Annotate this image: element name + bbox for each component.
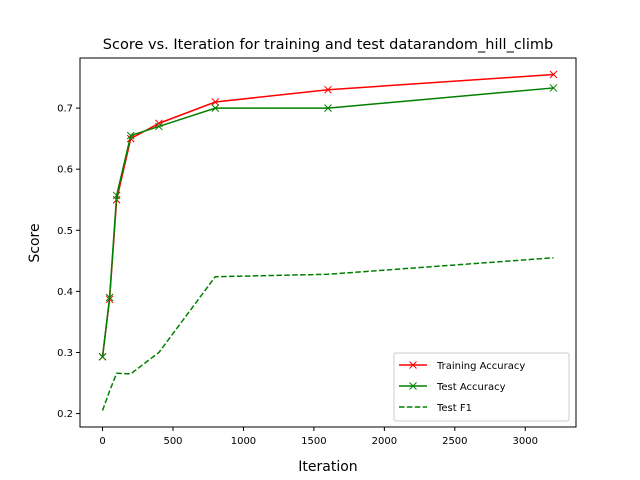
x-axis: 0 500 1000 1500 2000 2500 3000 — [99, 427, 538, 447]
plot-frame — [79, 57, 577, 428]
legend-marker — [409, 361, 417, 369]
series-line-test-f1 — [101, 257, 554, 411]
data-point-test-accuracy — [105, 293, 114, 302]
data-point-test-accuracy — [324, 104, 332, 112]
series-line-training-accuracy — [101, 73, 554, 357]
x-tick-label: 2000 — [372, 436, 397, 447]
x-tick-label: 3000 — [513, 436, 538, 447]
data-point-test-accuracy — [112, 191, 121, 200]
y-tick-label: 0.3 — [57, 348, 73, 359]
legend-label-test-f1: Test F1 — [436, 403, 472, 414]
data-point-training-accuracy — [324, 85, 332, 94]
legend-label-test-accuracy: Test Accuracy — [436, 382, 506, 393]
point-marker — [155, 122, 163, 131]
point-marker — [155, 119, 163, 128]
point-marker — [105, 293, 114, 302]
point-marker — [549, 70, 558, 79]
x-axis-title: Iteration — [298, 459, 357, 475]
point-marker — [211, 104, 220, 112]
point-marker — [126, 131, 135, 140]
y-tick-label: 0.7 — [57, 104, 73, 115]
y-tick-label: 0.5 — [57, 226, 73, 237]
data-point-test-accuracy — [549, 84, 558, 92]
legend-label-training-accuracy: Training Accuracy — [436, 361, 525, 372]
data-point-test-accuracy — [98, 352, 107, 361]
x-tick-label: 1500 — [301, 436, 326, 447]
y-tick-label: 0.2 — [57, 409, 73, 420]
series-line-test-accuracy — [101, 87, 554, 357]
y-tick-label: 0.4 — [57, 287, 73, 298]
y-axis: 0.2 0.3 0.4 0.5 0.6 0.7 — [57, 104, 80, 420]
y-axis-title: Score — [27, 223, 43, 262]
x-tick-label: 1000 — [231, 436, 256, 447]
y-tick-label: 0.6 — [57, 165, 73, 176]
point-marker — [211, 98, 220, 106]
data-point-test-accuracy — [126, 131, 135, 140]
x-tick-label: 0 — [99, 436, 105, 447]
data-point-training-accuracy — [211, 98, 220, 106]
plot-area — [98, 70, 558, 411]
x-tick-label: 500 — [163, 436, 182, 447]
point-marker — [98, 352, 107, 361]
legend-box — [393, 352, 570, 422]
legend: Training Accuracy Test Accuracy Test F1 — [393, 352, 570, 422]
data-point-test-accuracy — [155, 122, 163, 131]
data-point-training-accuracy — [549, 70, 558, 79]
point-marker — [549, 84, 558, 92]
data-point-test-accuracy — [211, 104, 220, 112]
point-marker — [324, 104, 332, 112]
point-marker — [112, 191, 121, 200]
legend-marker — [409, 382, 417, 390]
chart-title: Score vs. Iteration for training and tes… — [103, 37, 553, 53]
x-tick-label: 2500 — [442, 436, 467, 447]
point-marker — [324, 85, 332, 94]
